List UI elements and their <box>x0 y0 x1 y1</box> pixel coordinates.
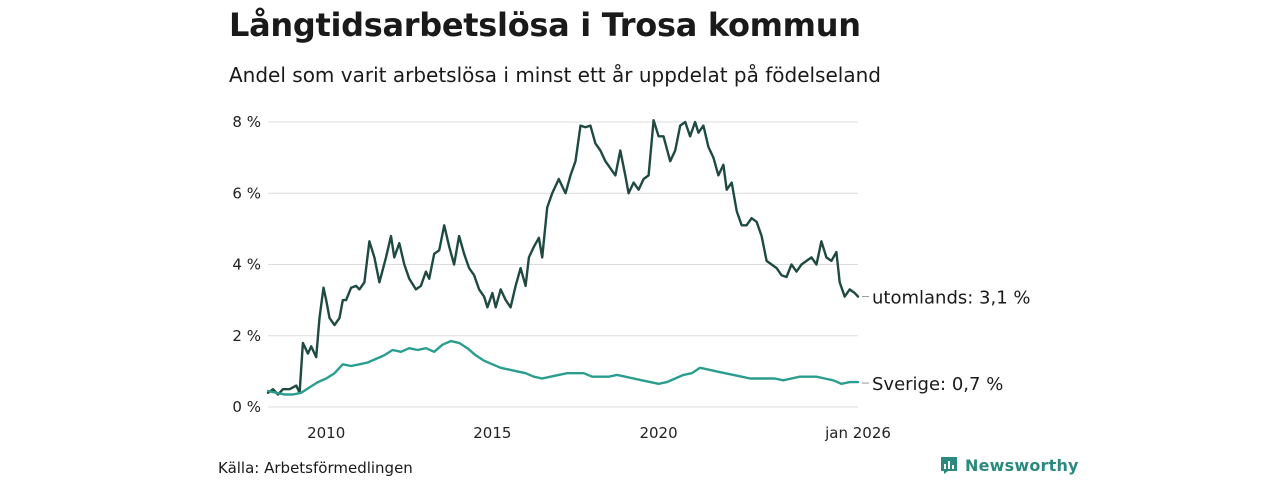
y-tick-label: 6 % <box>232 184 261 202</box>
x-tick-label: 2010 <box>307 424 345 442</box>
x-tick-label: jan 2026 <box>824 424 891 442</box>
chart-subtitle: Andel som varit arbetslösa i minst ett å… <box>229 63 881 87</box>
y-tick-label: 0 % <box>232 398 261 416</box>
x-tick-label: 2015 <box>473 424 511 442</box>
series-label-sverige: Sverige: 0,7 % <box>872 374 1003 395</box>
chart-title: Långtidsarbetslösa i Trosa kommun <box>229 6 861 44</box>
series-label-utomlands: utomlands: 3,1 % <box>872 288 1031 309</box>
newsworthy-logo: Newsworthy <box>939 455 1079 475</box>
series-line-sverige <box>266 339 860 396</box>
source-note: Källa: Arbetsförmedlingen <box>218 459 413 477</box>
newsworthy-logo-icon <box>941 457 957 474</box>
y-tick-label: 8 % <box>232 113 261 131</box>
x-axis-ticks: 2010 2015 2020 jan 2026 <box>307 424 891 442</box>
x-tick-label: 2020 <box>639 424 677 442</box>
grid-lines <box>268 121 858 408</box>
y-axis-ticks: 0 % 2 % 4 % 6 % 8 % <box>232 113 261 416</box>
y-tick-label: 4 % <box>232 256 261 274</box>
y-tick-label: 2 % <box>232 327 261 345</box>
series-lines <box>266 119 860 396</box>
series-line-utomlands <box>266 119 860 396</box>
series-labels: utomlands: 3,1 % Sverige: 0,7 % <box>862 288 1031 395</box>
logo-text: Newsworthy <box>965 455 1079 475</box>
